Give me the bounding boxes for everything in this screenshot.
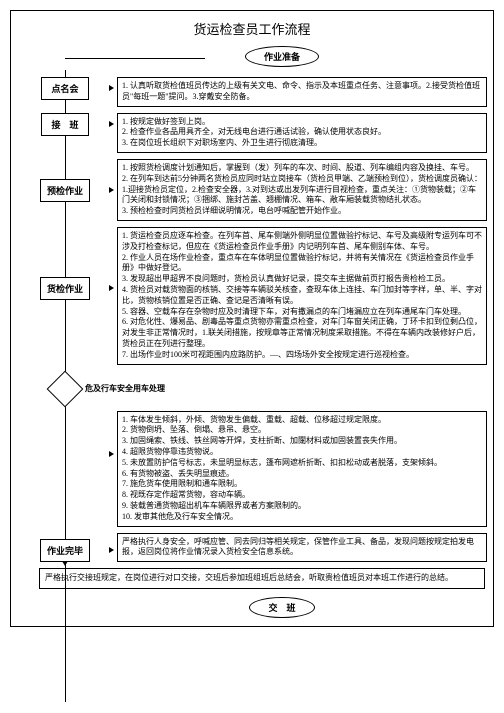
content-danger: 1. 车体发生倾斜，外倾、货物发生偏载、重载、超载、位移超过规定限度。 2. 货… [117, 411, 487, 527]
diamond-label: 危及行车安全用车处理 [85, 383, 165, 394]
node-pre: 预检作业 [40, 179, 90, 202]
row-hand: 交 班 [17, 597, 487, 618]
content-done: 严格执行人身安全，呼喊应管、同去同归等相关规定，保管作业工具、备品，发现问题按规… [117, 533, 487, 563]
node-diamond [47, 370, 84, 407]
node-prep: 作业准备 [245, 46, 319, 67]
row-check: 货检作业 1. 货运检查员应逐车检查。在列车首、尾车侧端外侧明显位置做验拧标记、… [17, 227, 487, 365]
page-title: 货运检查员工作流程 [17, 19, 487, 38]
content-hand: 严格执行交接班规定，在岗位进行对口交接，交班后参加班组班后总结会，听取贵检值班员… [39, 568, 485, 589]
row-pre: 预检作业 1. 按照货检调度计划通知后，掌握到（发）列车的车次、时间、股道、列车… [17, 159, 487, 221]
row-danger: 1. 车体发生倾斜，外倾、货物发生偏载、重载、超载、位移超过规定限度。 2. 货… [17, 411, 487, 527]
content-roll: 1. 认真听取货检值班员传达的上级有关文电、命令、指示及本班重点任务、注意事项。… [117, 77, 487, 107]
row-shift: 接 班 1. 按规定做好签到上岗。 2. 检查作业各品用具齐全，对无线电台进行通… [17, 113, 487, 153]
node-shift: 接 班 [41, 113, 89, 136]
node-done: 作业完毕 [40, 539, 90, 562]
node-hand: 交 班 [249, 597, 314, 618]
node-check: 货检作业 [40, 277, 90, 300]
flowchart: 作业准备 点名会 1. 认真听取货检值班员传达的上级有关文电、命令、指示及本班重… [17, 46, 487, 618]
content-check: 1. 货运检查员应逐车检查。在列车首、尾车侧端外侧明显位置做验拧标记、车号及高级… [117, 227, 487, 365]
row-done: 作业完毕 严格执行人身安全，呼喊应管、同去同归等相关规定，保管作业工具、备品，发… [17, 533, 487, 563]
node-roll: 点名会 [41, 77, 89, 100]
row-roll: 点名会 1. 认真听取货检值班员传达的上级有关文电、命令、指示及本班重点任务、注… [17, 77, 487, 107]
diamond-wrap: 危及行车安全用车处理 [17, 371, 113, 407]
page-frame: 货运检查员工作流程 作业准备 点名会 1. 认真听取货检值班员传达的上级有关文电… [10, 10, 494, 627]
row-diamond: 危及行车安全用车处理 [17, 371, 487, 407]
row-prep: 作业准备 [17, 46, 487, 67]
content-pre: 1. 按照货检调度计划通知后，掌握到（发）列车的车次、时间、股道、列车编组内容及… [117, 159, 487, 221]
content-shift: 1. 按规定做好签到上岗。 2. 检查作业各品用具齐全，对无线电台进行通话试验，… [117, 113, 487, 153]
